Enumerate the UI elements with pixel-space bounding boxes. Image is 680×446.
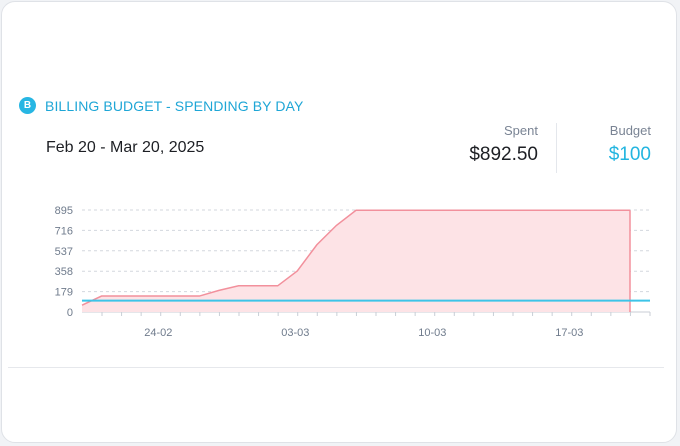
y-tick-label: 0: [67, 307, 73, 319]
budget-value: $100: [608, 144, 651, 165]
billing-badge-icon: B: [19, 97, 36, 114]
card-header: B BILLING BUDGET - SPENDING BY DAY: [19, 97, 303, 114]
stat-divider: [556, 123, 557, 173]
budget-stat: Budget $100: [609, 123, 651, 166]
y-tick-label: 179: [55, 287, 73, 299]
budget-label: Budget: [609, 123, 651, 138]
card-title: BILLING BUDGET - SPENDING BY DAY: [45, 97, 304, 114]
spending-line: [81, 209, 630, 306]
y-tick-label: 716: [55, 225, 73, 237]
x-tick-label: 24-02: [144, 327, 172, 339]
x-tick-label: 10-03: [418, 327, 446, 339]
spent-stat: Spent $892.50: [469, 123, 538, 166]
y-tick-label: 895: [55, 205, 73, 217]
x-tick-label: 17-03: [555, 327, 583, 339]
y-tick-label: 537: [55, 246, 73, 258]
footer-divider: [8, 367, 664, 368]
x-tick-label: 03-03: [281, 327, 309, 339]
spent-value: $892.50: [469, 144, 538, 165]
spending-area: [82, 210, 630, 312]
spent-label: Spent: [504, 123, 538, 138]
y-tick-label: 358: [55, 266, 73, 278]
date-range: Feb 20 - Mar 20, 2025: [46, 139, 205, 156]
